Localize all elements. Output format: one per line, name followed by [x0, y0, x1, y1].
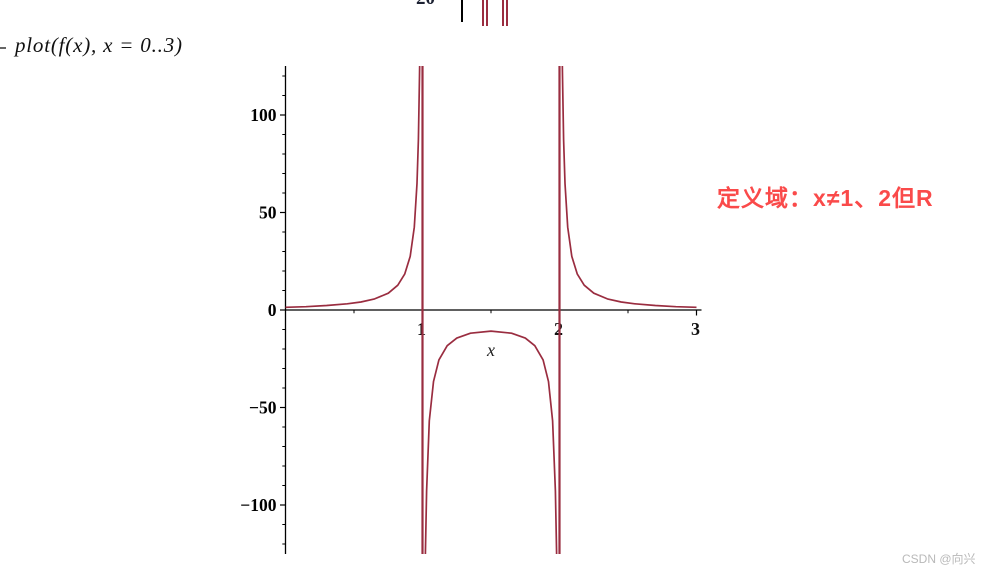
- x-axis-tick-label: 3: [691, 319, 700, 339]
- y-axis-tick-label: 100: [250, 105, 277, 125]
- y-axis-tick-label: −50: [249, 398, 277, 418]
- previous-plot-asymptote-fragment: [506, 0, 509, 26]
- domain-annotation: 定义域：x≠1、2但R: [717, 185, 934, 211]
- function-curve-branch: [561, 66, 697, 309]
- previous-plot-tick-label: 20: [416, 0, 435, 10]
- previous-plot-curve-fragment: [486, 0, 489, 26]
- csdn-watermark: CSDN @向兴: [902, 552, 976, 566]
- group-bracket-fragment: [0, 47, 6, 49]
- maple-input-line[interactable]: plot(f(x), x = 0..3): [15, 33, 183, 58]
- y-axis-tick-label: 0: [268, 300, 277, 320]
- x-axis-title: x: [486, 340, 495, 360]
- y-axis-tick-label: 50: [259, 203, 277, 223]
- maple-input-expression: plot(f(x), x = 0..3): [15, 33, 183, 57]
- previous-plot-axis-fragment: [461, 0, 463, 22]
- function-curve-branch: [424, 330, 558, 554]
- previous-plot-asymptote-fragment: [482, 0, 485, 26]
- y-axis-tick-label: −100: [240, 495, 276, 515]
- previous-plot-curve-fragment: [502, 0, 505, 26]
- function-curve-branch: [285, 66, 421, 309]
